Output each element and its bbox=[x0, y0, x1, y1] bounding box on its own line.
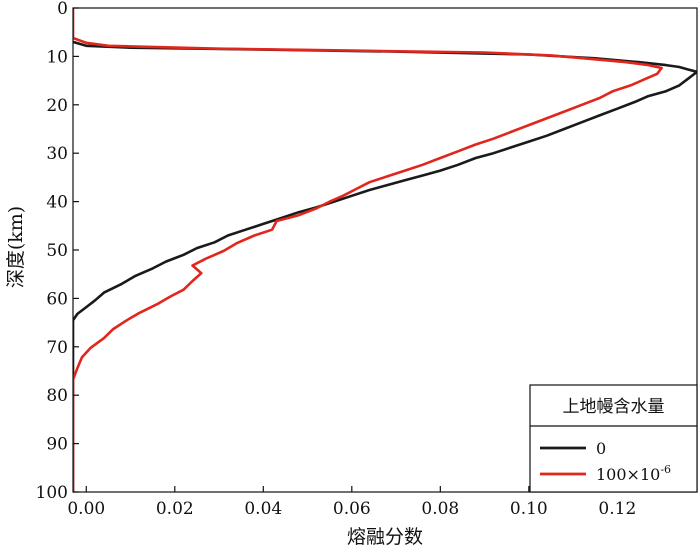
legend-title: 上地幔含水量 bbox=[563, 397, 665, 417]
legend-label-superscript-1: -6 bbox=[660, 463, 671, 476]
y-tick-label-0: 0 bbox=[57, 0, 68, 19]
x-tick-label-3: 0.06 bbox=[333, 499, 371, 519]
y-tick-label-6: 60 bbox=[46, 289, 68, 309]
y-tick-label-8: 80 bbox=[46, 386, 68, 406]
y-tick-label-9: 90 bbox=[46, 435, 68, 455]
legend-label-1: 100×10-6 bbox=[596, 463, 671, 484]
x-tick-label-5: 0.10 bbox=[510, 499, 548, 519]
y-tick-label-2: 20 bbox=[46, 96, 68, 116]
y-tick-label-1: 10 bbox=[46, 47, 68, 67]
series-line-0 bbox=[73, 40, 697, 492]
legend: 上地幔含水量 0 100×10-6 bbox=[529, 384, 698, 493]
y-tick-label-3: 30 bbox=[46, 144, 68, 164]
x-tick-label-0: 0.00 bbox=[67, 499, 105, 519]
y-tick-label-10: 100 bbox=[36, 483, 68, 503]
y-tick-label-7: 70 bbox=[46, 338, 68, 358]
x-tick-label-6: 0.12 bbox=[598, 499, 636, 519]
series-line-1 bbox=[73, 8, 663, 492]
series-lines bbox=[73, 8, 697, 492]
x-tick-label-1: 0.02 bbox=[156, 499, 194, 519]
y-axis-title: 深度(km) bbox=[5, 206, 27, 288]
x-tick-label-2: 0.04 bbox=[244, 499, 282, 519]
x-tick-label-4: 0.08 bbox=[421, 499, 459, 519]
y-tick-label-4: 40 bbox=[46, 193, 68, 213]
x-axis-title: 熔融分数 bbox=[347, 526, 423, 548]
y-tick-label-5: 50 bbox=[46, 241, 68, 261]
legend-label-0: 0 bbox=[596, 439, 606, 458]
